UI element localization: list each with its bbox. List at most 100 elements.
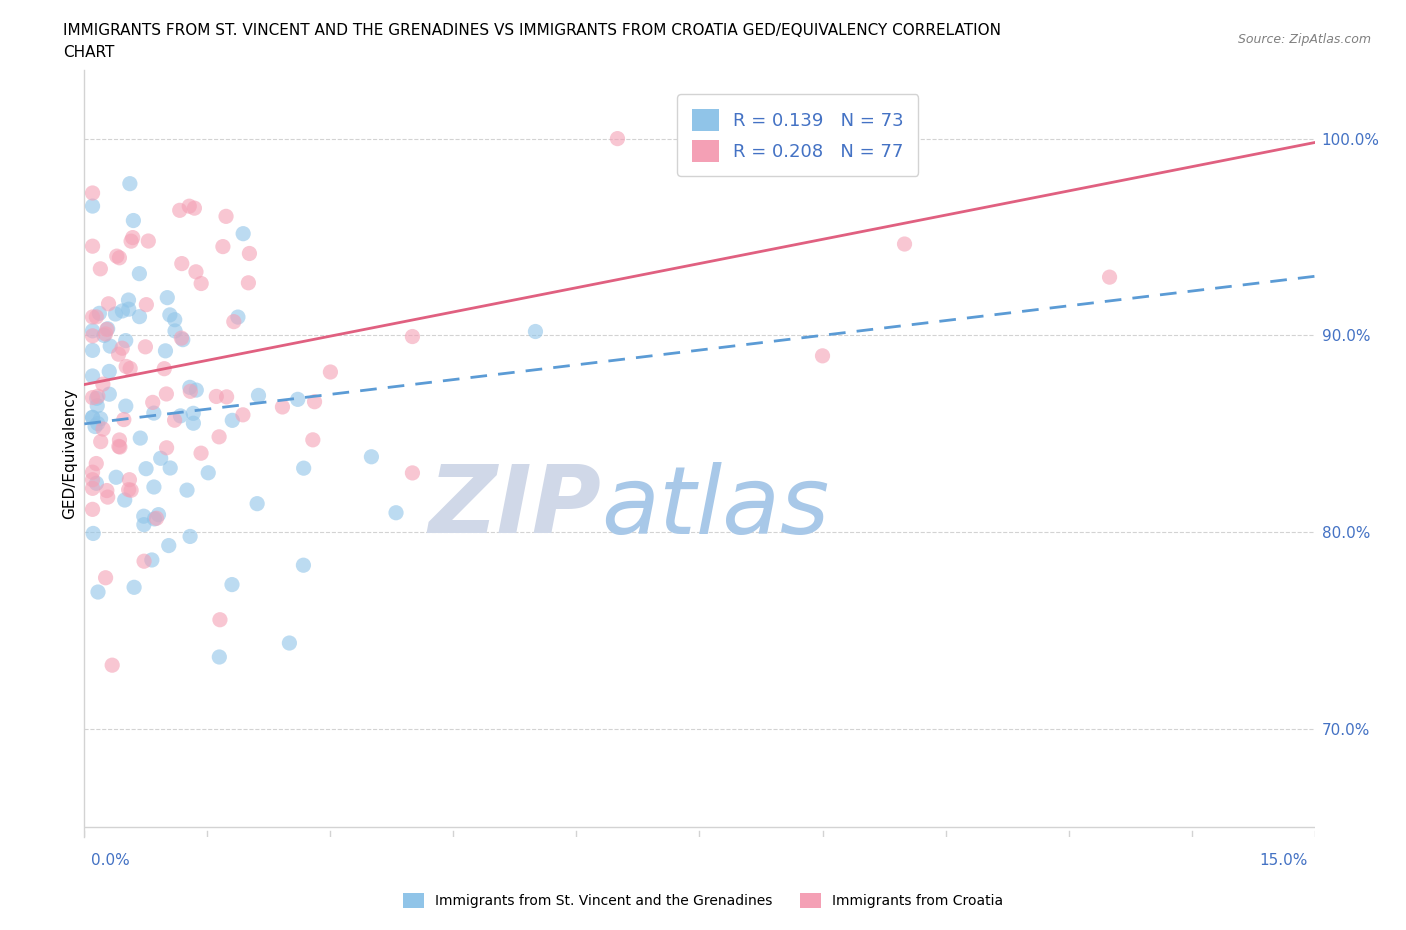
Point <box>145 511 167 525</box>
Point <box>86 391 108 405</box>
Text: Source: ZipAtlas.com: Source: ZipAtlas.com <box>1237 33 1371 46</box>
Point <box>179 380 201 395</box>
Point <box>287 392 309 406</box>
Point <box>129 431 152 445</box>
Point <box>82 186 104 201</box>
Point <box>208 430 231 445</box>
Point <box>157 538 180 553</box>
Point <box>120 361 142 376</box>
Point <box>319 365 342 379</box>
Point <box>114 333 136 348</box>
Point <box>184 264 207 279</box>
Point <box>96 483 118 498</box>
Point <box>208 612 231 627</box>
Point <box>97 322 120 337</box>
Point <box>98 387 121 402</box>
Point <box>221 578 243 592</box>
Point <box>360 449 382 464</box>
Point <box>222 314 245 329</box>
Point <box>232 226 254 241</box>
Point <box>155 343 177 358</box>
Point <box>811 349 834 364</box>
Point <box>82 324 104 339</box>
Point <box>215 390 238 405</box>
Point <box>278 635 301 650</box>
Point <box>136 233 159 248</box>
Point <box>141 552 163 567</box>
Point <box>1098 270 1121 285</box>
Point <box>212 239 235 254</box>
Point <box>183 201 205 216</box>
Point <box>179 199 201 214</box>
Point <box>132 517 155 532</box>
Point <box>170 331 193 346</box>
Point <box>176 483 198 498</box>
Point <box>84 419 107 434</box>
Point <box>134 339 156 354</box>
Legend: R = 0.139   N = 73, R = 0.208   N = 77: R = 0.139 N = 73, R = 0.208 N = 77 <box>678 94 918 176</box>
Point <box>96 322 118 337</box>
Point <box>149 451 172 466</box>
Point <box>111 303 134 318</box>
Y-axis label: GED/Equivalency: GED/Equivalency <box>62 388 77 519</box>
Point <box>90 411 112 426</box>
Point <box>301 432 323 447</box>
Point <box>82 310 104 325</box>
Point <box>215 209 238 224</box>
Point <box>82 328 104 343</box>
Point <box>82 465 104 480</box>
Point <box>121 230 143 245</box>
Point <box>120 483 142 498</box>
Text: IMMIGRANTS FROM ST. VINCENT AND THE GRENADINES VS IMMIGRANTS FROM CROATIA GED/EQ: IMMIGRANTS FROM ST. VINCENT AND THE GREN… <box>63 23 1001 38</box>
Point <box>163 413 186 428</box>
Point <box>159 460 181 475</box>
Point <box>114 493 136 508</box>
Point <box>159 308 181 323</box>
Point <box>114 399 136 414</box>
Point <box>148 507 170 522</box>
Point <box>208 649 231 664</box>
Point <box>238 246 260 261</box>
Point <box>122 580 145 595</box>
Point <box>82 502 104 517</box>
Point <box>179 529 201 544</box>
Point <box>82 472 104 487</box>
Point <box>91 421 114 436</box>
Point <box>186 382 208 397</box>
Point <box>89 306 111 321</box>
Point <box>401 466 423 481</box>
Point <box>169 408 191 423</box>
Point <box>87 585 110 600</box>
Point <box>104 307 127 322</box>
Point <box>82 239 104 254</box>
Point <box>86 476 108 491</box>
Point <box>86 310 108 325</box>
Point <box>120 233 142 248</box>
Point <box>170 256 193 271</box>
Legend: Immigrants from St. Vincent and the Grenadines, Immigrants from Croatia: Immigrants from St. Vincent and the Gren… <box>398 888 1008 914</box>
Point <box>238 275 260 290</box>
Point <box>132 509 155 524</box>
Point <box>98 364 121 379</box>
Point <box>86 416 108 431</box>
Point <box>90 434 112 449</box>
Point <box>163 312 186 327</box>
Point <box>401 329 423 344</box>
Point <box>292 460 315 475</box>
Point <box>135 461 157 476</box>
Point <box>118 472 141 487</box>
Point <box>112 412 135 427</box>
Point <box>82 410 104 425</box>
Point <box>153 361 176 376</box>
Text: 15.0%: 15.0% <box>1260 853 1308 868</box>
Text: CHART: CHART <box>63 45 115 60</box>
Point <box>105 248 128 263</box>
Point <box>115 359 138 374</box>
Point <box>111 340 134 355</box>
Point <box>142 405 165 420</box>
Point <box>89 261 111 276</box>
Point <box>304 394 326 409</box>
Point <box>93 328 115 343</box>
Point <box>91 377 114 392</box>
Text: 0.0%: 0.0% <box>91 853 131 868</box>
